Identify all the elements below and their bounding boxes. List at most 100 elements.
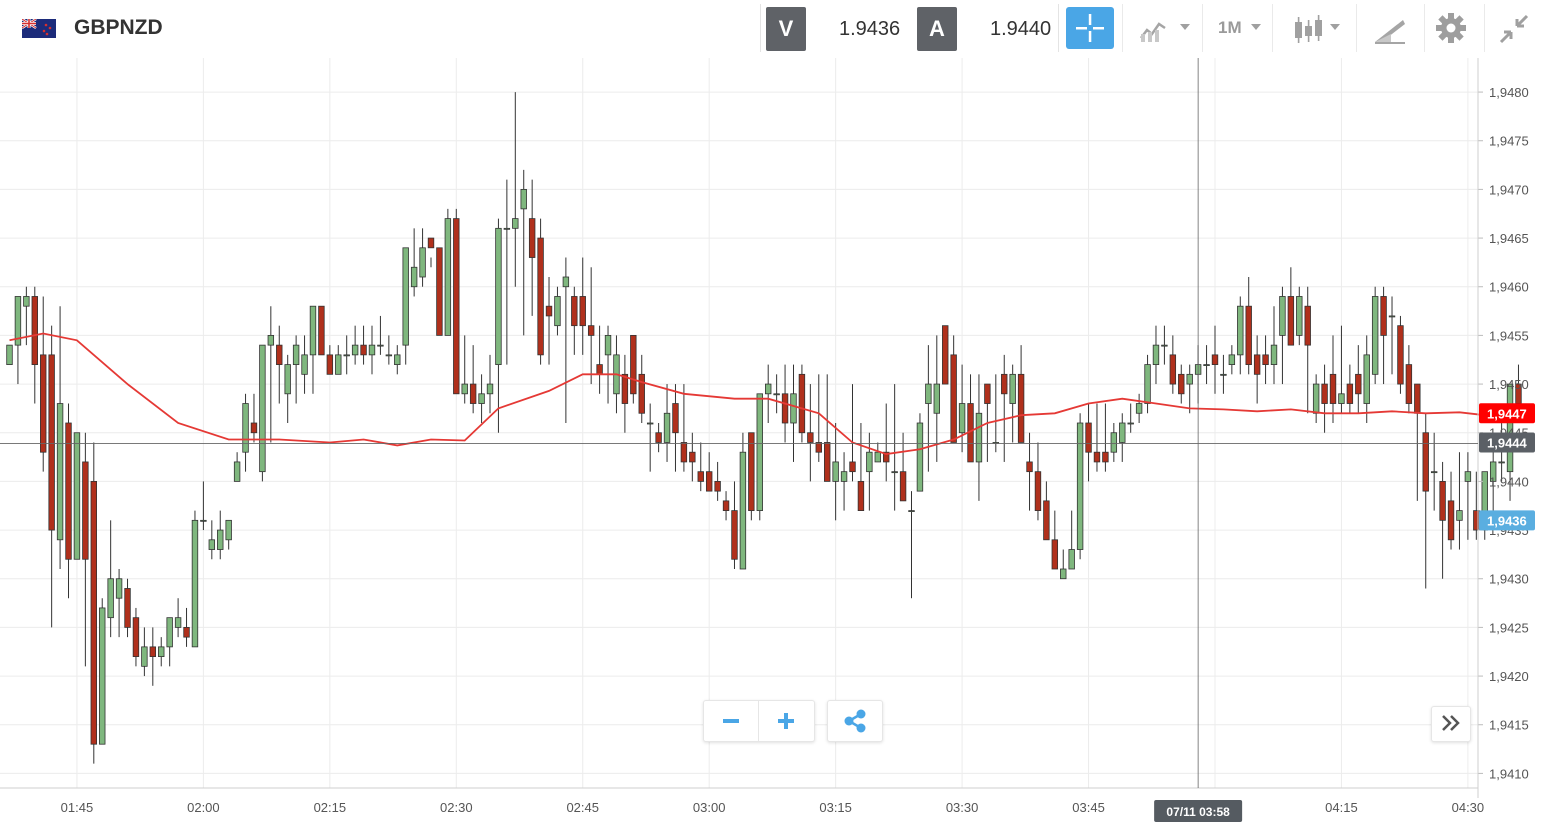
candle bbox=[82, 432, 89, 667]
instrument-symbol[interactable]: GBPNZD bbox=[74, 16, 163, 39]
candle bbox=[899, 432, 907, 502]
crosshair-button[interactable] bbox=[1066, 7, 1114, 49]
candle-body-up bbox=[107, 578, 114, 619]
candle-style-button[interactable] bbox=[1272, 4, 1357, 52]
candle bbox=[427, 237, 435, 268]
scroll-to-latest-button[interactable] bbox=[1431, 706, 1471, 742]
timeframe-selector[interactable]: 1M bbox=[1202, 4, 1273, 52]
y-tick-label: 1,9475 bbox=[1489, 134, 1529, 149]
price-tag-ask-label: 1,9444 bbox=[1487, 435, 1528, 450]
candle bbox=[722, 491, 730, 521]
candle bbox=[1026, 432, 1033, 511]
candle-body-up bbox=[1506, 383, 1514, 473]
candle bbox=[646, 403, 654, 472]
candle-body-down bbox=[655, 432, 662, 443]
candle bbox=[1270, 306, 1278, 385]
candle-body-down bbox=[899, 471, 907, 502]
zoom-out-button[interactable] bbox=[704, 701, 759, 741]
chart-type-button[interactable] bbox=[1122, 4, 1203, 52]
candle bbox=[1397, 315, 1404, 394]
candle bbox=[975, 374, 983, 501]
x-tick-label: 03:45 bbox=[1072, 800, 1105, 815]
candle-body-down bbox=[183, 627, 190, 638]
candle-body-up bbox=[891, 471, 898, 474]
candle bbox=[402, 247, 409, 365]
candle bbox=[1371, 286, 1379, 385]
candle bbox=[1068, 510, 1075, 570]
candle bbox=[908, 491, 915, 599]
candle-body-up bbox=[1296, 296, 1303, 336]
candle-body-down bbox=[1346, 383, 1354, 404]
candle-body-down bbox=[318, 305, 325, 356]
candle bbox=[1287, 267, 1295, 346]
candle-body-up bbox=[1119, 422, 1126, 443]
zoom-in-button[interactable] bbox=[759, 701, 813, 741]
candle bbox=[933, 335, 940, 462]
candle-body-up bbox=[208, 539, 216, 550]
candle bbox=[756, 393, 763, 521]
candle bbox=[360, 325, 367, 365]
candle bbox=[1001, 354, 1008, 462]
timeframe-label[interactable]: 1M bbox=[1218, 18, 1242, 37]
candle-body-up bbox=[958, 403, 966, 434]
candle-body-up bbox=[242, 403, 249, 453]
candlestick-chart[interactable]: 1,94101,94151,94201,94251,94301,94351,94… bbox=[0, 58, 1544, 826]
candle-body-up bbox=[1135, 403, 1143, 414]
candle bbox=[107, 520, 114, 638]
candle-body-up bbox=[765, 383, 772, 395]
candle bbox=[267, 306, 275, 443]
candle bbox=[191, 510, 199, 648]
candle bbox=[65, 403, 72, 599]
share-button[interactable] bbox=[827, 700, 883, 742]
sell-badge[interactable]: V bbox=[766, 7, 806, 51]
price-tag-last bbox=[1479, 403, 1535, 424]
candle bbox=[1338, 325, 1345, 414]
candle-body-up bbox=[1464, 471, 1472, 482]
candle bbox=[891, 384, 898, 511]
candle bbox=[419, 228, 426, 287]
candle-body-down bbox=[1329, 373, 1337, 404]
candle-body-up bbox=[292, 344, 300, 365]
candle-body-up bbox=[73, 432, 81, 560]
candle bbox=[40, 296, 47, 472]
buy-price[interactable]: 1.9440 bbox=[990, 18, 1052, 40]
candle-body-down bbox=[537, 237, 544, 356]
candle-body-down bbox=[276, 344, 283, 365]
y-tick-label: 1,9425 bbox=[1489, 620, 1529, 635]
crosshair-icon bbox=[1076, 14, 1104, 42]
candle-body-down bbox=[1001, 373, 1008, 395]
x-tick-label: 03:15 bbox=[819, 800, 852, 815]
candle bbox=[6, 344, 13, 365]
buy-price-box[interactable]: A 1.9440 bbox=[912, 4, 1059, 52]
candle bbox=[984, 383, 991, 462]
candle-body-up bbox=[1076, 422, 1084, 550]
sell-price-box[interactable]: V 1.9436 bbox=[760, 4, 911, 52]
drawing-tools-button[interactable] bbox=[1356, 4, 1425, 52]
candle bbox=[1321, 364, 1328, 433]
candle bbox=[705, 452, 713, 492]
candle-body-up bbox=[866, 451, 873, 473]
candle bbox=[1186, 364, 1193, 414]
candle bbox=[99, 598, 106, 745]
y-tick-label: 1,9420 bbox=[1489, 669, 1529, 684]
candle bbox=[1312, 374, 1320, 423]
x-tick-label: 03:00 bbox=[693, 800, 726, 815]
settings-button[interactable] bbox=[1424, 4, 1485, 52]
candle bbox=[309, 305, 317, 394]
collapse-button[interactable] bbox=[1484, 4, 1544, 52]
candle-body-down bbox=[90, 480, 97, 745]
buy-badge[interactable]: A bbox=[917, 7, 957, 51]
gear-icon bbox=[1436, 13, 1466, 43]
candle bbox=[1346, 364, 1354, 414]
candle-body-down bbox=[571, 296, 578, 327]
candle bbox=[1034, 442, 1042, 521]
sell-price[interactable]: 1.9436 bbox=[839, 18, 901, 40]
candle-body-down bbox=[1304, 305, 1311, 346]
candle bbox=[73, 432, 81, 560]
candle bbox=[638, 354, 645, 423]
candles bbox=[6, 92, 1522, 764]
candle-body-down bbox=[1211, 354, 1219, 366]
candle bbox=[259, 344, 266, 482]
candle-body-up bbox=[217, 529, 224, 550]
candle bbox=[714, 461, 721, 501]
